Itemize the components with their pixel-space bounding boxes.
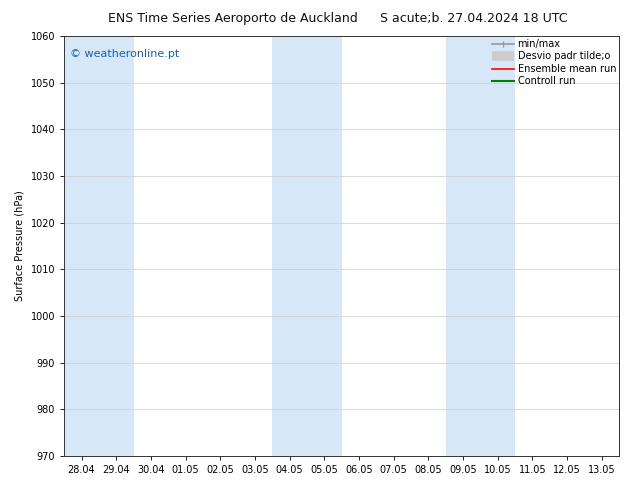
Bar [272,36,307,456]
Bar [64,36,99,456]
Y-axis label: Surface Pressure (hPa): Surface Pressure (hPa) [15,191,25,301]
Text: © weatheronline.pt: © weatheronline.pt [70,49,179,59]
Bar [481,36,515,456]
Legend: min/max, Desvio padr tilde;o, Ensemble mean run, Controll run: min/max, Desvio padr tilde;o, Ensemble m… [493,39,616,86]
Text: ENS Time Series Aeroporto de Auckland: ENS Time Series Aeroporto de Auckland [108,12,358,25]
Bar [446,36,481,456]
Bar [307,36,342,456]
Text: S acute;b. 27.04.2024 18 UTC: S acute;b. 27.04.2024 18 UTC [380,12,568,25]
Bar [99,36,134,456]
